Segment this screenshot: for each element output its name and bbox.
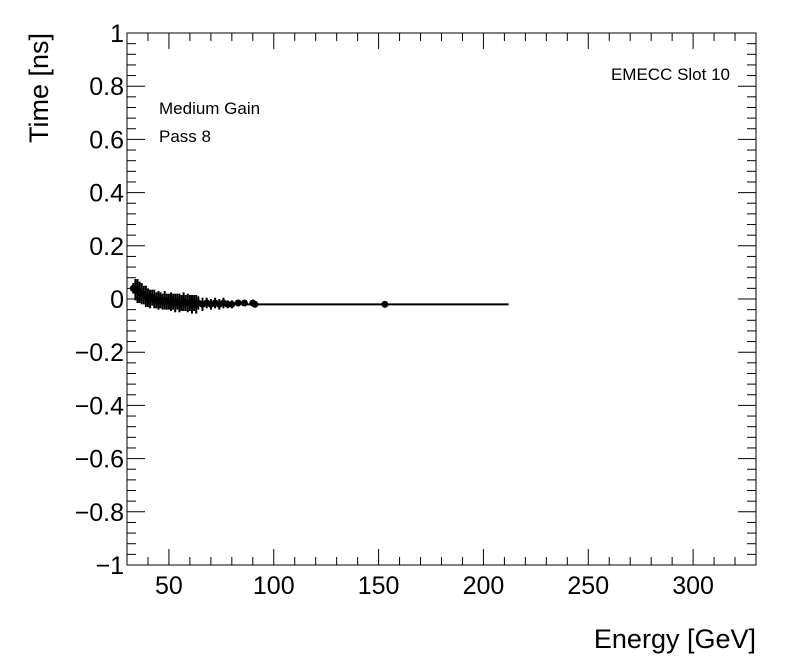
annotation-pass: Pass 8 [159,127,211,146]
y-tick-label: 0.6 [89,126,124,154]
x-tick-label: 200 [463,572,505,600]
x-tick-label: 150 [358,572,400,600]
x-tick-label: 250 [567,572,609,600]
axis-ticks [127,32,757,566]
data-point [228,300,236,308]
annotation-slot: EMECC Slot 10 [611,65,730,84]
y-tick-label: −0.8 [75,499,124,527]
data-point [240,299,248,307]
y-tick-label: 1 [110,20,124,48]
y-tick-label: −0.2 [75,339,124,367]
x-tick-label: 300 [672,572,714,600]
y-tick-label: 0.2 [89,233,124,261]
y-axis-title: Time [ns] [24,33,54,143]
annotation-gain: Medium Gain [159,99,260,118]
y-tick-label: −1 [95,552,124,580]
y-tick-label: 0.8 [89,73,124,101]
y-tick-label: 0.4 [89,180,124,208]
x-tick-labels: 50 100 150 200 250 300 [155,572,714,600]
y-tick-labels: −1 −0.8 −0.6 −0.4 −0.2 0 0.2 0.4 0.6 0.8 1 [75,20,124,580]
data-point [381,300,389,308]
x-tick-label: 100 [253,572,295,600]
x-axis-title: Energy [GeV] [594,624,756,654]
x-tick-label: 50 [155,572,183,600]
y-tick-label: −0.6 [75,446,124,474]
data-series [129,279,509,314]
data-point [251,300,259,308]
y-tick-label: −0.4 [75,392,124,420]
y-tick-label: 0 [110,286,124,314]
data-point [234,299,242,307]
